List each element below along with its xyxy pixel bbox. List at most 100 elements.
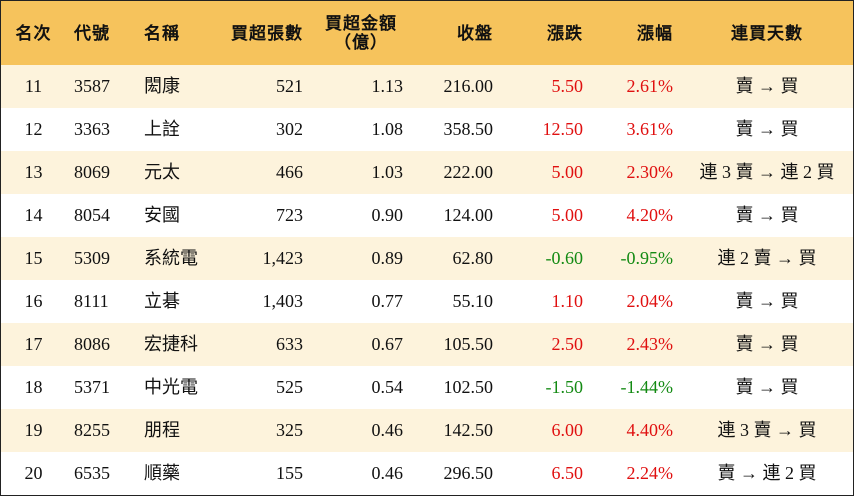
- table-cell: 2.61%: [626, 76, 674, 96]
- table-cell: 2.30%: [626, 162, 674, 182]
- table-cell: 325: [276, 420, 303, 440]
- table-cell: 1,403: [262, 291, 304, 311]
- header-cell: 代號: [74, 23, 110, 43]
- table-row: 14 8054 安國 723 0.90 124.00 5.00 4.20% 賣 → 買: [1, 194, 853, 237]
- table-cell: 6535: [74, 463, 110, 483]
- header-cell: 名稱: [144, 23, 180, 43]
- table-cell: 5.00: [551, 162, 584, 182]
- table-row: 13 8069 元太 466 1.03 222.00 5.00 2.30% 連 3 賣 → 連 …: [1, 151, 853, 194]
- table-cell: 6.50: [551, 463, 584, 483]
- table-cell: 賣 → 買: [735, 76, 799, 96]
- table-cell: 2.50: [551, 334, 584, 354]
- header-cell: 名次: [15, 23, 52, 43]
- table-cell: 521: [276, 76, 303, 96]
- table-cell: 15: [24, 248, 43, 268]
- table-cell: 1.03: [371, 162, 404, 182]
- table-cell: 順藥: [144, 463, 180, 483]
- table-cell: 閎康: [144, 76, 180, 96]
- header-cell: 連買天數: [731, 23, 803, 43]
- table-cell: 19: [24, 420, 43, 440]
- table-cell: 8054: [74, 205, 110, 225]
- table-cell: 賣 → 買: [735, 205, 799, 225]
- table-cell: 連 2 賣 → 買: [717, 248, 817, 268]
- table-cell: 62.80: [452, 248, 494, 268]
- table-cell: 358.50: [443, 119, 494, 139]
- table-row: 16 8111 立碁 1,403 0.77 55.10 1.10 2.04% 賣 → 買: [1, 280, 853, 323]
- header-row: 名次 代號 名稱 買超張數 買超金額 （億） 收盤 漲跌 漲幅 連買天數: [1, 1, 853, 65]
- table-cell: 4.40%: [626, 420, 674, 440]
- table-cell: 14: [24, 205, 43, 225]
- table-cell: 723: [276, 205, 303, 225]
- table-cell: 11: [24, 76, 43, 96]
- header-cell: 買超張數: [231, 23, 303, 43]
- table-cell: 124.00: [443, 205, 494, 225]
- table-cell: 宏捷科: [144, 334, 198, 354]
- table-cell: 0.46: [371, 463, 404, 483]
- table-cell: 1,423: [262, 248, 304, 268]
- table-cell: 5.50: [551, 76, 584, 96]
- header-cell: 漲跌: [547, 23, 583, 43]
- table-cell: 元太: [144, 162, 180, 182]
- table-cell: 上詮: [144, 119, 180, 139]
- table-cell: 3587: [74, 76, 110, 96]
- table-cell: 1.10: [551, 291, 584, 311]
- table-cell: 0.54: [371, 377, 404, 397]
- table-cell: 賣 → 連 2 買: [717, 463, 817, 483]
- table-cell: 525: [276, 377, 303, 397]
- table-cell: 296.50: [443, 463, 494, 483]
- table-cell: -0.60: [545, 248, 584, 268]
- table-cell: -0.95%: [620, 248, 674, 268]
- table-cell: 1.13: [371, 76, 404, 96]
- table-cell: 3363: [74, 119, 110, 139]
- table-cell: 5371: [74, 377, 110, 397]
- table-cell: 0.90: [371, 205, 404, 225]
- table-cell: 安國: [144, 205, 180, 225]
- table-cell: 2.04%: [626, 291, 674, 311]
- table-cell: -1.44%: [620, 377, 674, 397]
- header-cell: 漲幅: [637, 23, 673, 43]
- table-cell: 賣 → 買: [735, 334, 799, 354]
- table-cell: 4.20%: [626, 205, 674, 225]
- table-cell: 連 3 賣 → 連 2 買: [699, 162, 835, 182]
- table-row: 11 3587 閎康 521 1.13 216.00 5.50 2.61% 賣 → 買: [1, 65, 853, 108]
- table-cell: 5.00: [551, 205, 584, 225]
- table-row: 19 8255 朋程 325 0.46 142.50 6.00 4.40% 連 3 賣 → 買: [1, 409, 853, 452]
- table-row: 12 3363 上詮 302 1.08 358.50 12.50 3.61% 賣 → 買: [1, 108, 853, 151]
- table-cell: 朋程: [144, 420, 180, 440]
- table-cell: 302: [276, 119, 303, 139]
- table-row: 15 5309 系統電 1,423 0.89 62.80 -0.60 -0.95% 連 2 賣 …: [1, 237, 853, 280]
- table-cell: 0.46: [371, 420, 404, 440]
- table-cell: 8086: [74, 334, 110, 354]
- table-cell: 賣 → 買: [735, 377, 799, 397]
- table-cell: 17: [24, 334, 43, 354]
- table-cell: 2.43%: [626, 334, 674, 354]
- table-cell: 2.24%: [626, 463, 674, 483]
- table-cell: 222.00: [443, 162, 494, 182]
- table-cell: 20: [24, 463, 43, 483]
- table-cell: 中光電: [144, 377, 198, 397]
- table-cell: 立碁: [144, 291, 180, 311]
- table-row: 17 8086 宏捷科 633 0.67 105.50 2.50 2.43% 賣 → 買: [1, 323, 853, 366]
- table-cell: 142.50: [443, 420, 494, 440]
- table-cell: 3.61%: [626, 119, 674, 139]
- table-cell: 1.08: [371, 119, 404, 139]
- table-cell: 賣 → 買: [735, 291, 799, 311]
- table-cell: 13: [24, 162, 43, 182]
- table-cell: 0.77: [371, 291, 404, 311]
- header-cell: 買超金額 （億）: [325, 14, 397, 52]
- table-cell: 系統電: [144, 248, 198, 268]
- table-cell: 18: [24, 377, 43, 397]
- table-cell: 16: [24, 291, 43, 311]
- header-cell: 收盤: [457, 23, 493, 43]
- table-cell: 5309: [74, 248, 110, 268]
- table-row: 20 6535 順藥 155 0.46 296.50 6.50 2.24% 賣 → 連 2 買: [1, 452, 853, 495]
- table-cell: 102.50: [443, 377, 494, 397]
- table-cell: -1.50: [545, 377, 584, 397]
- table-row: 18 5371 中光電 525 0.54 102.50 -1.50 -1.44% 賣 → 買: [1, 366, 853, 409]
- table-cell: 633: [276, 334, 303, 354]
- table-cell: 0.67: [371, 334, 404, 354]
- table-cell: 216.00: [443, 76, 494, 96]
- table-cell: 155: [276, 463, 303, 483]
- table-cell: 12: [24, 119, 43, 139]
